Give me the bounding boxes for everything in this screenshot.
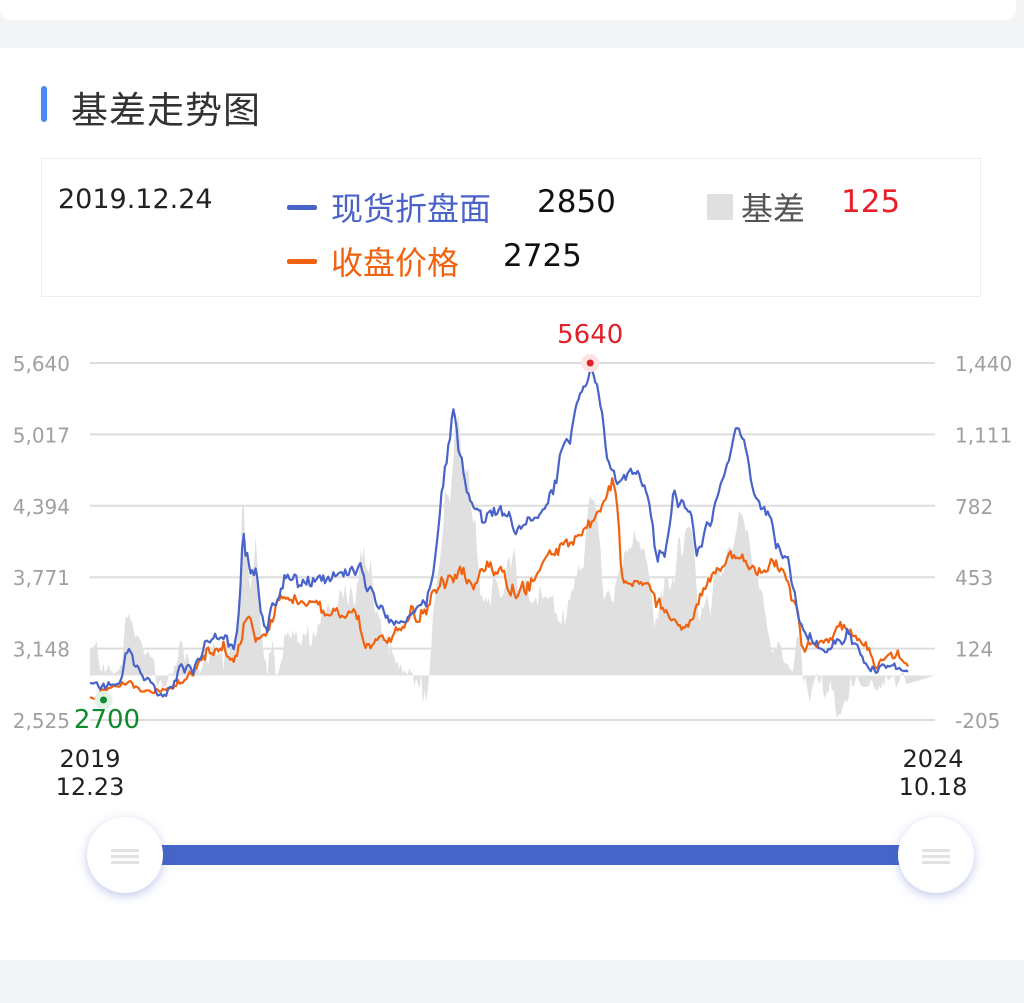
x-tick-label: 2024 <box>902 745 963 773</box>
legend-spot[interactable]: 现货折盘面 <box>287 184 491 230</box>
y-right-tick-label: 1,440 <box>955 352 1012 376</box>
grip-line <box>111 849 139 852</box>
legend-close[interactable]: 收盘价格 <box>287 238 459 284</box>
range-end-handle[interactable] <box>898 817 974 893</box>
bottom-background <box>0 960 1024 1003</box>
x-tick-label: 10.18 <box>899 773 968 800</box>
axis-ticks: 5,640 5,017 4,394 3,771 3,148 2,525 1,440 1,111… <box>13 352 1013 800</box>
close-value: 2725 <box>503 238 582 274</box>
grip-line <box>111 855 139 858</box>
basis-trend-chart[interactable]: 5,640 5,017 4,394 3,771 3,148 2,525 1,440 1,111… <box>0 300 1024 800</box>
grip-line <box>922 855 950 858</box>
spot-price-line <box>89 368 909 698</box>
legend-basis[interactable]: 基差 <box>707 184 805 230</box>
spot-value: 2850 <box>537 184 616 220</box>
y-right-tick-label: 453 <box>955 566 993 590</box>
section-accent-bar <box>41 86 47 122</box>
y-left-tick-label: 5,017 <box>13 423 70 447</box>
max-marker-dot <box>586 359 594 367</box>
annotations: 5640 2700 <box>74 320 623 735</box>
grip-line <box>922 849 950 852</box>
section-title: 基差走势图 <box>71 89 261 132</box>
legend-spot-swatch <box>287 204 317 210</box>
legend-close-swatch <box>287 258 317 264</box>
y-right-tick-label: -205 <box>955 709 1000 733</box>
legend-close-label: 收盘价格 <box>331 244 460 282</box>
y-left-tick-label: 4,394 <box>13 495 70 519</box>
basis-area <box>90 415 935 719</box>
y-right-tick-label: 782 <box>955 495 993 519</box>
close-price-line <box>89 477 909 702</box>
legend-basis-swatch <box>707 194 733 220</box>
x-tick-label: 12.23 <box>56 773 125 800</box>
previous-card <box>0 0 1016 20</box>
tooltip-info-box <box>41 158 981 297</box>
basis-area-layer <box>90 415 935 719</box>
y-left-tick-label: 5,640 <box>13 352 70 376</box>
range-slider-track[interactable] <box>160 845 902 865</box>
y-left-tick-label: 3,148 <box>13 638 70 662</box>
basis-value: 125 <box>841 184 901 220</box>
y-left-tick-label: 3,771 <box>13 566 70 590</box>
y-right-tick-label: 1,111 <box>955 423 1012 447</box>
min-marker-dot <box>100 696 108 704</box>
legend-basis-label: 基差 <box>741 190 806 228</box>
info-date: 2019.12.24 <box>58 184 213 215</box>
grip-line <box>111 861 139 864</box>
y-left-tick-label: 2,525 <box>13 709 70 733</box>
range-start-handle[interactable] <box>87 817 163 893</box>
x-tick-label: 2019 <box>59 745 120 773</box>
grip-line <box>922 861 950 864</box>
y-right-tick-label: 124 <box>955 638 993 662</box>
legend-spot-label: 现货折盘面 <box>331 190 492 228</box>
max-value-label: 5640 <box>557 320 623 350</box>
price-lines-layer <box>89 368 909 702</box>
min-value-label: 2700 <box>74 705 140 735</box>
range-slider[interactable] <box>0 800 1024 910</box>
